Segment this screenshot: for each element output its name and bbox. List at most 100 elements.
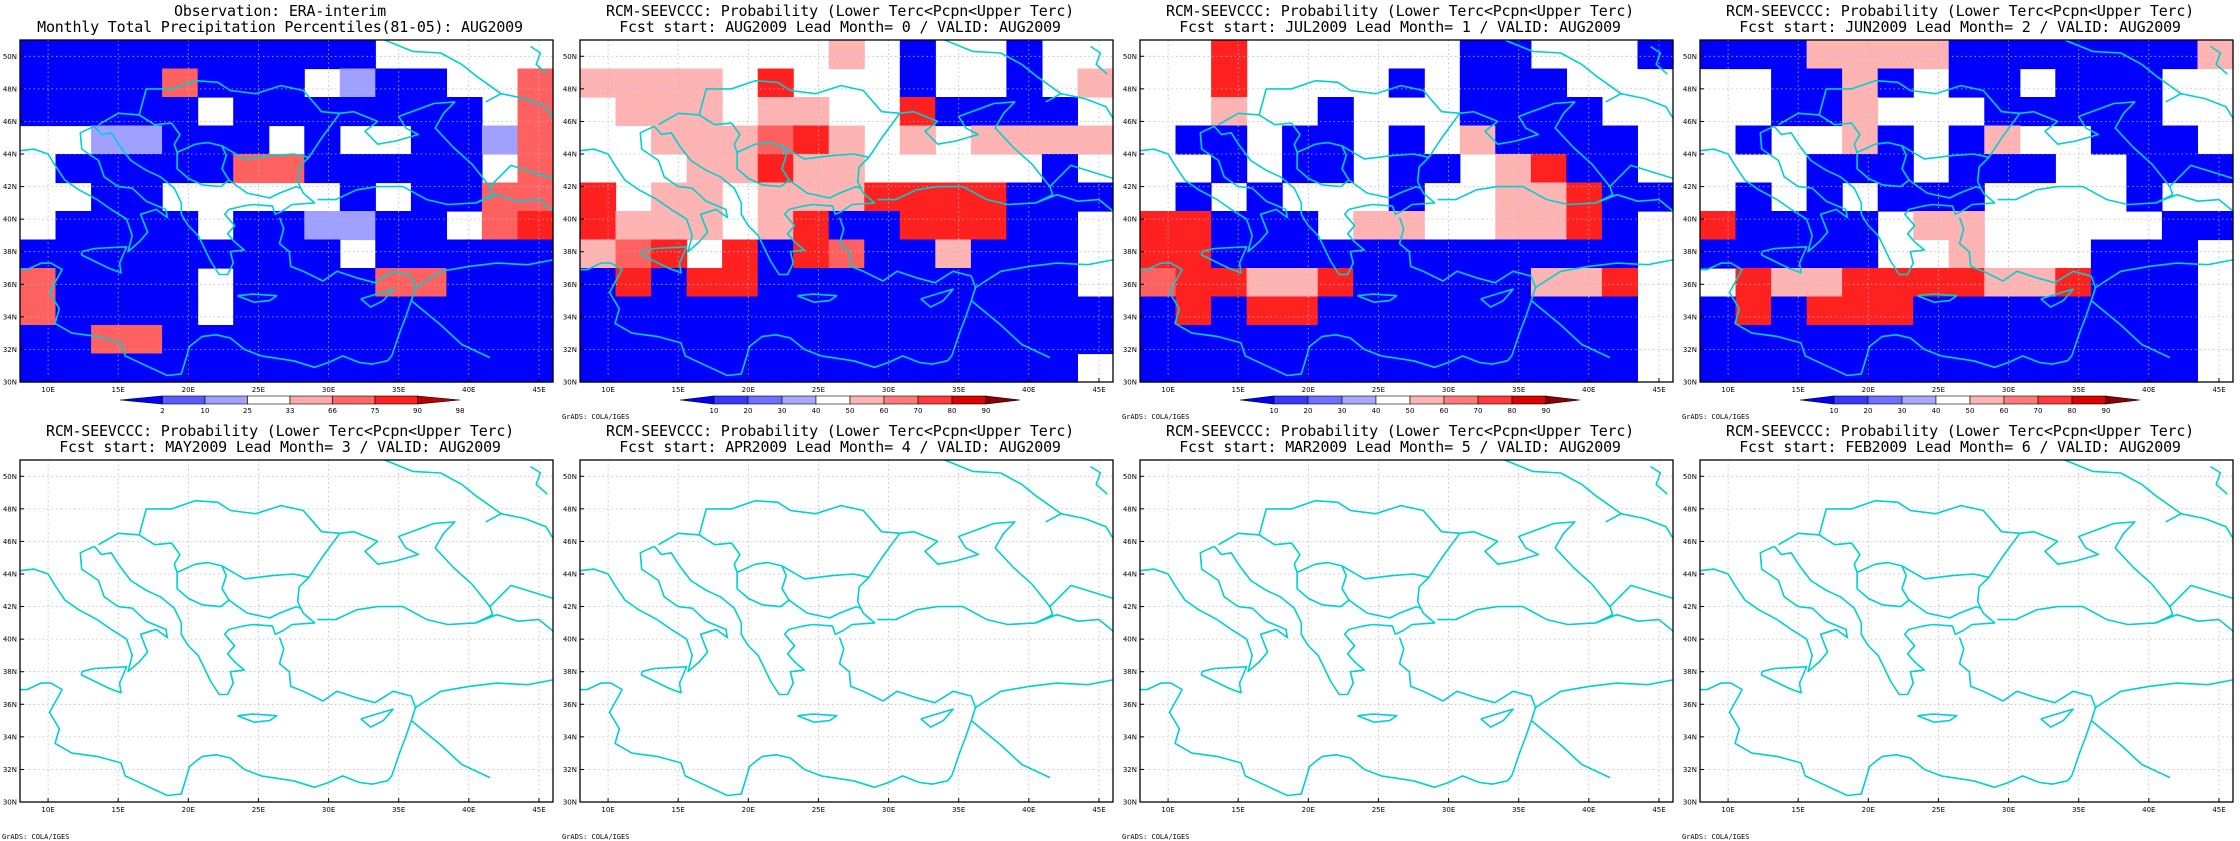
data-cell bbox=[162, 325, 199, 355]
coastline bbox=[2090, 719, 2171, 779]
coastline bbox=[1650, 45, 1668, 75]
colorbar-swatch bbox=[747, 395, 783, 405]
colorbar-swatch bbox=[815, 395, 851, 405]
data-cell bbox=[1424, 154, 1461, 184]
lon-tick-label: 25E bbox=[1932, 806, 1945, 814]
colorbar-swatch bbox=[1833, 395, 1869, 405]
data-cell bbox=[615, 268, 652, 298]
lat-tick-label: 36N bbox=[1123, 701, 1137, 709]
colorbar-label: 20 bbox=[744, 407, 753, 415]
lat-tick-label: 30N bbox=[3, 379, 17, 387]
data-cell bbox=[1948, 239, 1985, 269]
colorbar-label: 30 bbox=[1898, 407, 1907, 415]
data-cell bbox=[55, 68, 92, 98]
data-cell bbox=[1424, 239, 1461, 269]
credit-text: GrADS: COLA/IGES bbox=[1682, 833, 1750, 841]
colorbar-label: 10 bbox=[710, 407, 719, 415]
coastline bbox=[1917, 293, 1958, 303]
data-cell bbox=[1842, 68, 1879, 98]
lon-tick-label: 25E bbox=[252, 806, 265, 814]
lon-tick-label: 40E bbox=[2142, 806, 2155, 814]
panel-subtitle: Fcst start: JUL2009 Lead Month= 1 / VALI… bbox=[1179, 18, 1621, 36]
coastline bbox=[485, 512, 554, 539]
data-cell bbox=[1006, 40, 1043, 70]
data-cell bbox=[2161, 268, 2198, 298]
coastline bbox=[1818, 499, 2020, 536]
colorbar-swatch bbox=[883, 395, 919, 405]
lat-tick-label: 46N bbox=[563, 118, 577, 126]
coastline bbox=[1856, 141, 1910, 188]
data-cell bbox=[615, 211, 652, 241]
data-cell bbox=[1246, 353, 1283, 383]
data-cell bbox=[1771, 353, 1808, 383]
data-cell bbox=[2090, 40, 2127, 70]
data-cell bbox=[126, 182, 163, 212]
coastline bbox=[228, 599, 301, 619]
data-cell bbox=[686, 353, 723, 383]
lon-tick-label: 15E bbox=[1232, 806, 1245, 814]
coastline bbox=[176, 561, 230, 608]
data-cell bbox=[1175, 296, 1212, 326]
data-cell bbox=[1842, 211, 1879, 241]
data-cell bbox=[970, 239, 1007, 269]
data-cell bbox=[615, 353, 652, 383]
colorbar-swatch bbox=[713, 395, 749, 405]
data-cell bbox=[1353, 353, 1390, 383]
lon-tick-label: 15E bbox=[112, 386, 125, 394]
colorbar-label: 10 bbox=[1270, 407, 1279, 415]
lon-tick-label: 30E bbox=[1442, 806, 1455, 814]
data-cell bbox=[162, 125, 199, 155]
data-cell bbox=[1246, 296, 1283, 326]
data-cell bbox=[1530, 68, 1567, 98]
data-cell bbox=[1077, 325, 1114, 355]
data-cell bbox=[757, 211, 794, 241]
coastline bbox=[384, 39, 502, 95]
data-cell bbox=[162, 296, 199, 326]
data-cell bbox=[1211, 268, 1248, 298]
axis-labels: 30N 32N 34N 36N 38N 40N 42N 44N 46N 48N 50N 10E 15E 2… bbox=[1123, 473, 1666, 814]
data-cell bbox=[304, 154, 341, 184]
data-cell bbox=[1282, 325, 1319, 355]
data-cell bbox=[2090, 268, 2127, 298]
colorbar-label: 20 bbox=[1864, 407, 1873, 415]
data-cell bbox=[1806, 97, 1843, 127]
data-cell bbox=[1700, 296, 1737, 326]
data-cell bbox=[1041, 296, 1078, 326]
data-cell bbox=[1175, 268, 1212, 298]
data-cell bbox=[1771, 40, 1808, 70]
data-cell bbox=[1842, 97, 1879, 127]
coastline bbox=[1258, 79, 1460, 116]
data-cell bbox=[1282, 268, 1319, 298]
data-cell bbox=[935, 296, 972, 326]
data-cell bbox=[55, 211, 92, 241]
coastlines bbox=[1139, 459, 1674, 797]
colorbar-label: 70 bbox=[2034, 407, 2043, 415]
data-cell bbox=[615, 68, 652, 98]
lat-tick-label: 40N bbox=[3, 636, 17, 644]
data-cell bbox=[793, 125, 830, 155]
data-cell bbox=[2090, 296, 2127, 326]
data-cell bbox=[446, 268, 483, 298]
colorbar-label: 60 bbox=[1440, 407, 1449, 415]
data-cell bbox=[1353, 268, 1390, 298]
data-cell bbox=[1246, 325, 1283, 355]
data-cell bbox=[410, 154, 447, 184]
data-cell bbox=[2126, 154, 2163, 184]
lat-tick-label: 46N bbox=[1683, 538, 1697, 546]
coastline bbox=[579, 125, 729, 253]
data-cell bbox=[1735, 353, 1772, 383]
data-cell bbox=[1806, 182, 1843, 212]
lat-tick-label: 40N bbox=[1683, 636, 1697, 644]
lat-tick-label: 44N bbox=[1683, 151, 1697, 159]
panel-subtitle: Fcst start: APR2009 Lead Month= 4 / VALI… bbox=[619, 438, 1061, 456]
coastline bbox=[1595, 613, 1674, 632]
data-cell bbox=[1530, 211, 1567, 241]
data-cell bbox=[1246, 239, 1283, 269]
coastline bbox=[485, 92, 554, 119]
lon-tick-label: 35E bbox=[1512, 806, 1525, 814]
coastline bbox=[1700, 217, 2097, 377]
data-cell bbox=[2161, 125, 2198, 155]
map-3: 30N 32N 34N 36N 38N 40N 42N 44N 46N 48N 50N 10E 15E 2… bbox=[1123, 39, 1674, 415]
coastline bbox=[1778, 532, 1861, 573]
lon-tick-label: 20E bbox=[742, 806, 755, 814]
